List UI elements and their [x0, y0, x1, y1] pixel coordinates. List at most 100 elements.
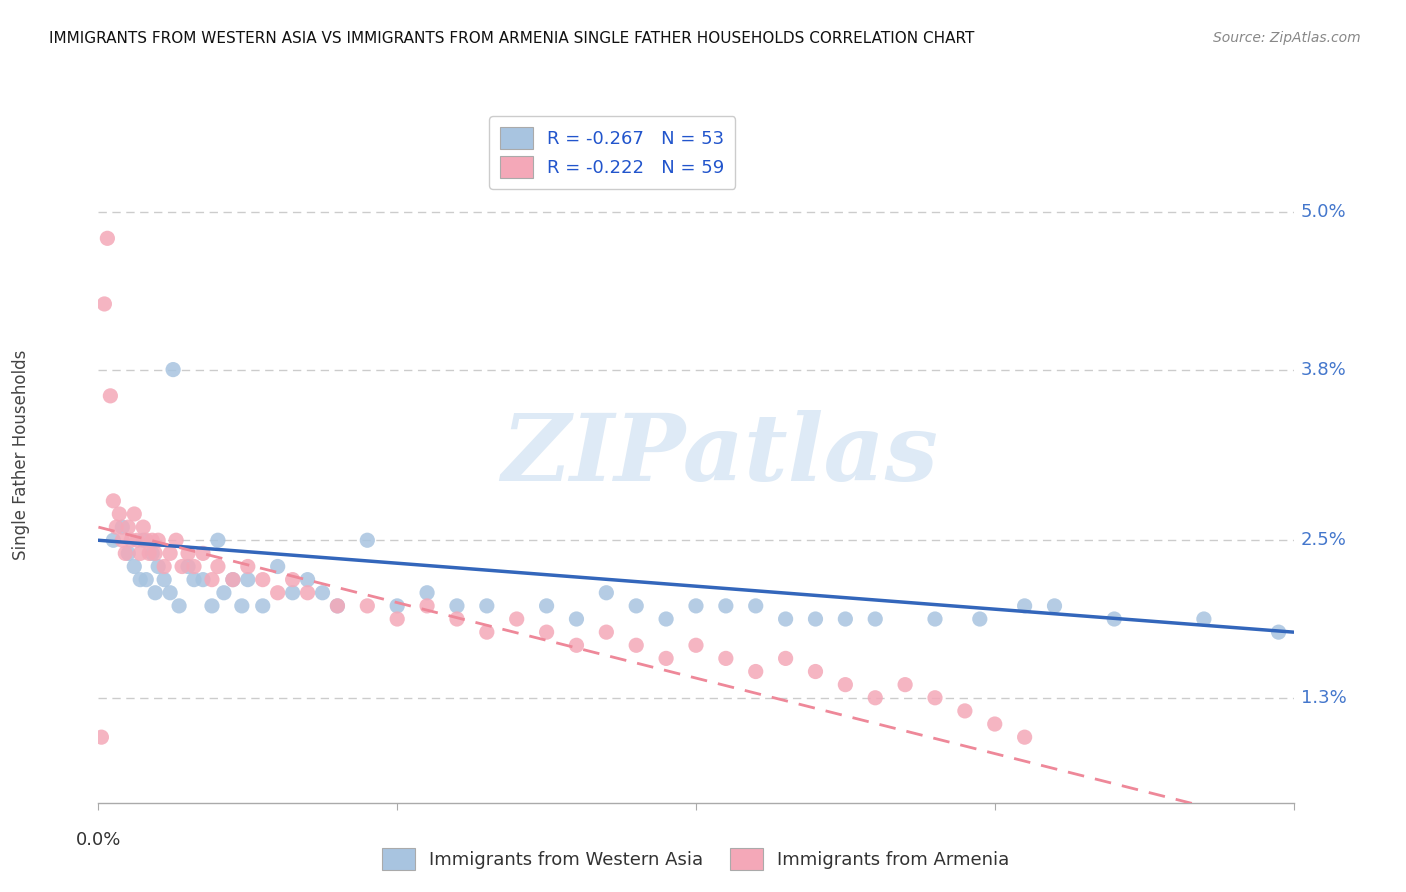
Point: [714, 651, 737, 665]
Point: [120, 533, 142, 548]
Point: [98, 389, 122, 403]
Point: [141, 546, 163, 560]
Point: [385, 599, 409, 613]
Point: [96, 231, 118, 245]
Point: [141, 533, 163, 548]
Text: 3.8%: 3.8%: [1301, 360, 1347, 378]
Point: [1043, 599, 1066, 613]
Point: [297, 573, 319, 587]
Point: [267, 586, 290, 600]
Point: [138, 546, 160, 560]
Point: [222, 573, 245, 587]
Point: [969, 612, 991, 626]
Point: [148, 533, 170, 548]
Point: [159, 586, 181, 600]
Point: [117, 520, 139, 534]
Point: [804, 665, 827, 679]
Point: [103, 533, 125, 548]
Point: [834, 612, 856, 626]
Point: [129, 546, 152, 560]
Point: [153, 573, 176, 587]
Point: [143, 546, 166, 560]
Point: [267, 559, 290, 574]
Point: [236, 559, 259, 574]
Point: [1104, 612, 1126, 626]
Point: [129, 573, 152, 587]
Point: [311, 586, 333, 600]
Point: [655, 651, 678, 665]
Point: [114, 546, 136, 560]
Point: [191, 546, 214, 560]
Text: ZIPatlas: ZIPatlas: [502, 410, 938, 500]
Point: [236, 573, 259, 587]
Point: [446, 599, 468, 613]
Point: [90, 730, 112, 744]
Point: [953, 704, 976, 718]
Point: [252, 599, 274, 613]
Point: [894, 678, 917, 692]
Text: 5.0%: 5.0%: [1301, 203, 1346, 221]
Point: [165, 533, 187, 548]
Point: [132, 533, 155, 548]
Point: [281, 573, 304, 587]
Point: [865, 690, 887, 705]
Point: [162, 362, 184, 376]
Point: [111, 533, 134, 548]
Point: [804, 612, 827, 626]
Point: [506, 612, 529, 626]
Point: [103, 494, 125, 508]
Point: [834, 678, 856, 692]
Point: [924, 690, 946, 705]
Point: [231, 599, 253, 613]
Point: [1192, 612, 1215, 626]
Point: [111, 520, 134, 534]
Point: [714, 599, 737, 613]
Point: [685, 638, 707, 652]
Point: [108, 507, 131, 521]
Point: [1267, 625, 1289, 640]
Point: [1014, 730, 1036, 744]
Point: [132, 520, 155, 534]
Point: [356, 599, 378, 613]
Point: [536, 599, 558, 613]
Point: [135, 533, 157, 548]
Point: [183, 559, 205, 574]
Point: [356, 533, 378, 548]
Point: [326, 599, 349, 613]
Point: [201, 573, 224, 587]
Point: [624, 638, 647, 652]
Point: [222, 573, 245, 587]
Point: [124, 559, 146, 574]
Point: [124, 507, 146, 521]
Point: [153, 559, 176, 574]
Text: 2.5%: 2.5%: [1301, 532, 1347, 549]
Point: [117, 546, 139, 560]
Point: [281, 586, 304, 600]
Point: [297, 586, 319, 600]
Point: [536, 625, 558, 640]
Point: [177, 559, 200, 574]
Point: [745, 599, 768, 613]
Text: Single Father Households: Single Father Households: [13, 350, 30, 560]
Point: [416, 586, 439, 600]
Point: [105, 520, 128, 534]
Point: [148, 559, 170, 574]
Point: [655, 612, 678, 626]
Point: [326, 599, 349, 613]
Point: [475, 599, 498, 613]
Point: [212, 586, 235, 600]
Text: 0.0%: 0.0%: [76, 830, 121, 848]
Point: [1014, 599, 1036, 613]
Text: 1.3%: 1.3%: [1301, 689, 1347, 706]
Point: [595, 625, 617, 640]
Point: [983, 717, 1005, 731]
Legend: Immigrants from Western Asia, Immigrants from Armenia: Immigrants from Western Asia, Immigrants…: [375, 841, 1017, 877]
Point: [159, 546, 181, 560]
Text: Source: ZipAtlas.com: Source: ZipAtlas.com: [1213, 31, 1361, 45]
Point: [685, 599, 707, 613]
Point: [167, 599, 190, 613]
Point: [183, 573, 205, 587]
Point: [177, 546, 200, 560]
Point: [624, 599, 647, 613]
Point: [207, 533, 229, 548]
